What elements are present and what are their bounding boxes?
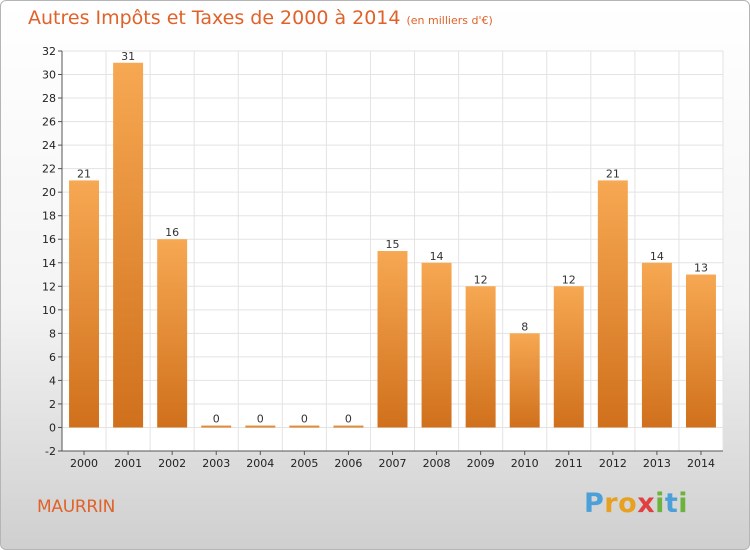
chart-title: Autres Impôts et Taxes de 2000 à 2014 (en… [28,7,493,29]
y-tick-label: 2 [49,398,56,411]
x-tick-label: 2010 [511,457,539,470]
y-tick-label: 18 [42,210,56,223]
bar [685,274,716,428]
y-tick-label: 6 [49,351,56,364]
bar [377,251,408,428]
x-tick-label: 2000 [70,457,98,470]
bar [157,239,188,428]
data-label: 16 [165,226,179,239]
data-labels: 21 31 16 0 0 0 0 15 14 12 8 12 21 14 13 [77,50,708,426]
data-label: 12 [562,273,576,286]
bar [597,180,628,428]
x-tick-label: 2006 [334,457,362,470]
data-label: 0 [345,412,352,425]
commune-name: MAURRIN [37,497,115,517]
chart-unit-label: (en milliers d'€) [406,14,493,27]
y-tick-label: 24 [42,139,56,152]
y-tick-label: 0 [49,421,56,434]
bar [201,425,232,428]
data-label: 0 [213,412,220,425]
x-tick-label: 2012 [599,457,627,470]
y-tick-label: 30 [42,69,56,82]
data-label: 14 [650,250,664,263]
logo-letter: i [678,488,689,519]
bar [69,180,100,428]
x-tick-label: 2014 [687,457,715,470]
bar [553,286,584,428]
data-label: 14 [430,250,444,263]
logo-letter: i [655,488,665,519]
x-tick-label: 2009 [467,457,495,470]
y-tick-label: 20 [42,186,56,199]
bars [69,62,716,428]
bar [509,333,540,428]
y-tick-label: 32 [42,45,56,58]
y-tick-label: 4 [49,374,56,387]
y-tick-label: 10 [42,304,56,317]
bar [333,425,364,428]
proxiti-logo: Proxiti [584,488,688,519]
bar [289,425,320,428]
logo-letter: P [584,488,605,519]
data-label: 15 [386,238,400,251]
y-tick-label: 12 [42,280,56,293]
x-tick-label: 2008 [423,457,451,470]
x-axis: 2000 2001 2002 2003 2004 2005 2006 2007 2008 2009… [62,450,723,470]
data-label: 0 [301,412,308,425]
bar [641,262,672,428]
data-label: 31 [121,50,135,63]
x-tick-label: 2005 [290,457,318,470]
x-tick-label: 2002 [158,457,186,470]
y-tick-label: -2 [45,445,56,458]
x-tick-label: 2011 [555,457,583,470]
x-tick-label: 2004 [246,457,274,470]
data-label: 21 [606,167,620,180]
x-tick-label: 2003 [202,457,230,470]
data-label: 21 [77,167,91,180]
bar [113,62,144,428]
y-tick-label: 16 [42,233,56,246]
y-tick-label: 28 [42,92,56,105]
x-tick-label: 2001 [114,457,142,470]
logo-letter: x [637,488,656,519]
data-label: 8 [521,320,528,333]
y-tick-label: 26 [42,116,56,129]
x-tick-label: 2007 [379,457,407,470]
x-tick-label: 2013 [643,457,671,470]
y-tick-label: 22 [42,163,56,176]
bar [245,425,276,428]
logo-letter: o [618,488,638,519]
y-tick-label: 14 [42,257,56,270]
chart-title-text: Autres Impôts et Taxes de 2000 à 2014 [28,7,401,29]
logo-letter: r [604,488,619,519]
data-label: 0 [257,412,264,425]
data-label: 12 [474,273,488,286]
y-tick-label: 8 [49,327,56,340]
logo-letter: t [664,488,679,519]
bar [421,262,452,428]
bar [465,286,496,428]
data-label: 13 [694,262,708,275]
